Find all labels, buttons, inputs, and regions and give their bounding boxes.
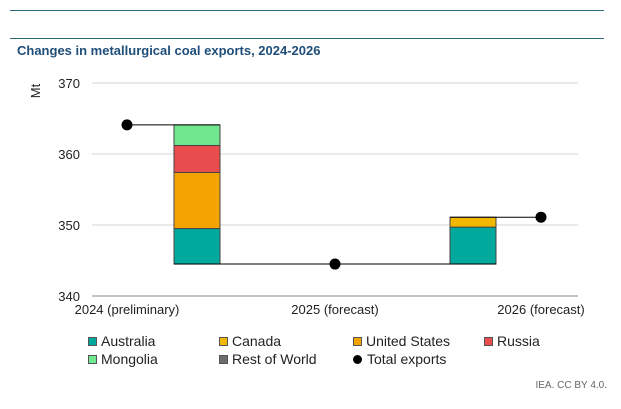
legend-label-rest-of-world: Rest of World <box>232 351 317 367</box>
legend-label-united-states: United States <box>366 333 451 349</box>
legend: Australia Canada United States Russia Mo… <box>88 332 568 368</box>
y-tick-label-350: 350 <box>58 218 80 233</box>
x-tick-label-2024-preliminary: 2024 (preliminary) <box>75 302 180 317</box>
y-tick-label-340: 340 <box>58 289 80 304</box>
total-exports-point-2024-preliminary <box>121 119 133 131</box>
y-axis-label: Mt <box>28 83 43 98</box>
legend-item-mongolia: Mongolia <box>88 351 219 367</box>
legend-label-canada: Canada <box>232 333 282 349</box>
bar-segment-2024-2025-australia <box>173 228 221 265</box>
legend-item-total-exports: Total exports <box>353 351 484 367</box>
chart-title: Changes in metallurgical coal exports, 2… <box>17 43 321 58</box>
title-divider <box>10 38 604 39</box>
legend-item-australia: Australia <box>88 333 219 349</box>
legend-swatch-mongolia <box>88 354 97 364</box>
legend-label-mongolia: Mongolia <box>101 351 158 367</box>
legend-swatch-australia <box>88 336 97 346</box>
legend-item-rest-of-world: Rest of World <box>219 351 353 367</box>
legend-swatch-rest-of-world <box>219 354 228 364</box>
y-tick-label-370: 370 <box>58 76 80 91</box>
legend-label-total-exports: Total exports <box>367 351 447 367</box>
legend-item-united-states: United States <box>353 333 484 349</box>
bar-segment-2024-2025-russia <box>173 144 221 173</box>
y-tick-label-360: 360 <box>58 147 80 162</box>
legend-swatch-russia <box>484 336 493 346</box>
total-exports-point-2026-forecast <box>535 211 547 223</box>
total-exports-point-2025-forecast <box>329 258 341 270</box>
legend-row-1: Australia Canada United States Russia <box>88 332 568 350</box>
legend-swatch-canada <box>219 336 228 346</box>
legend-swatch-united-states <box>353 336 362 346</box>
legend-label-australia: Australia <box>101 333 156 349</box>
top-divider <box>10 10 604 11</box>
bar-segment-2024-2025-united-states <box>173 171 221 230</box>
legend-marker-total-exports <box>353 354 362 364</box>
bar-segment-2024-2025-mongolia <box>173 124 221 146</box>
legend-label-russia: Russia <box>497 333 540 349</box>
legend-item-canada: Canada <box>219 333 353 349</box>
bar-segment-2025-2026-canada <box>449 216 497 228</box>
x-tick-label-2026-forecast: 2026 (forecast) <box>497 302 584 317</box>
x-tick-label-2025-forecast: 2025 (forecast) <box>291 302 378 317</box>
bar-segment-2025-2026-australia <box>449 226 497 265</box>
legend-item-russia: Russia <box>484 333 564 349</box>
source-note: IEA. CC BY 4.0. <box>535 380 607 391</box>
legend-row-2: Mongolia Rest of World Total exports <box>88 350 568 368</box>
